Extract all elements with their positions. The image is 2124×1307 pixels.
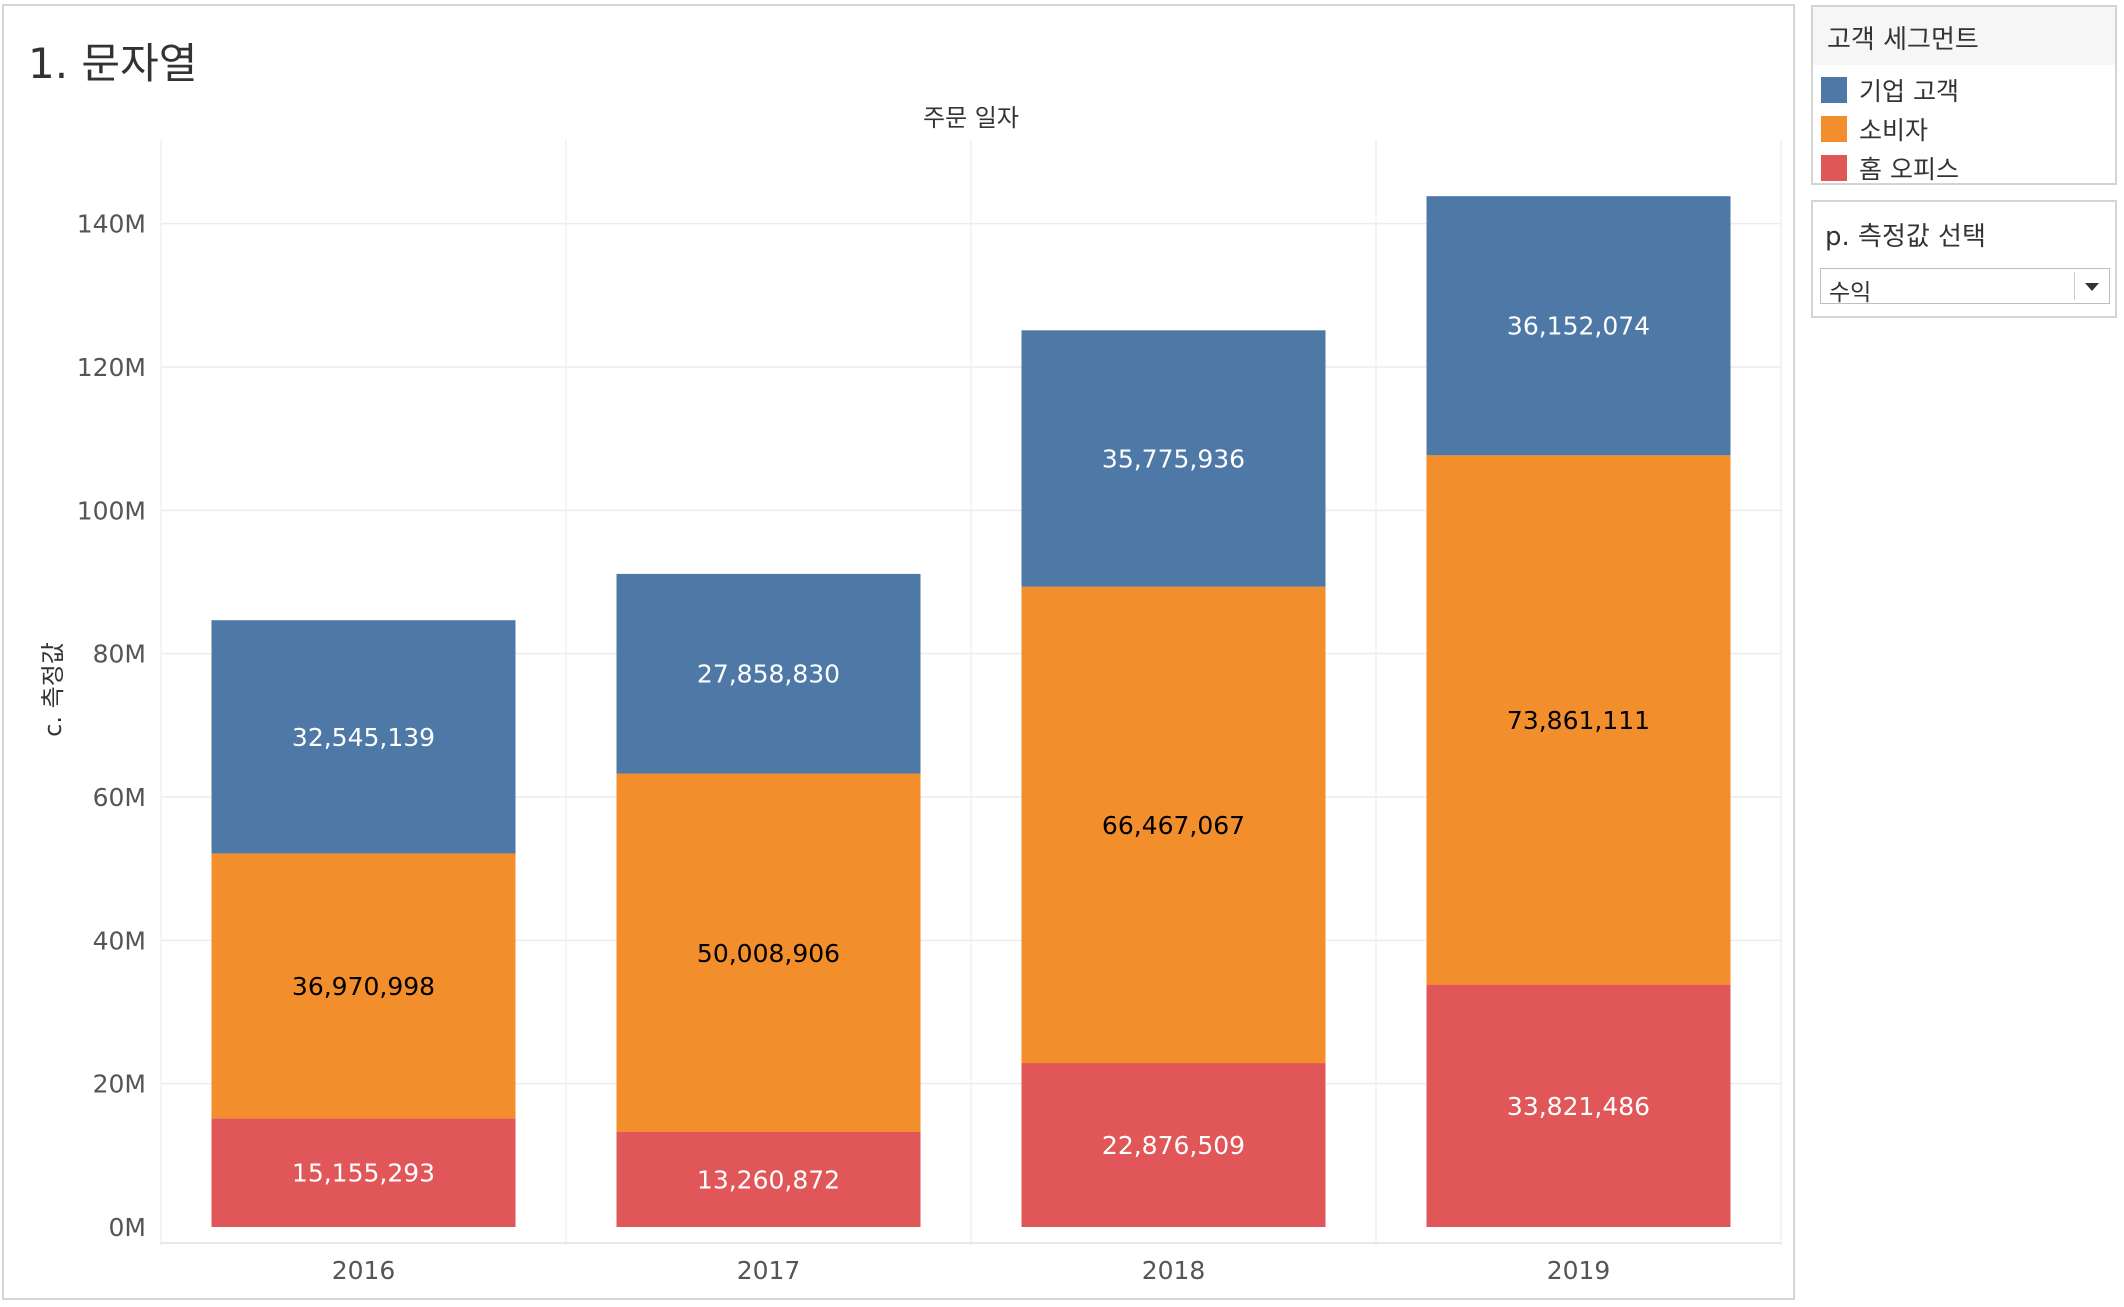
bar-segment bbox=[616, 773, 921, 1132]
x-tick-label: 2019 bbox=[1547, 1256, 1611, 1285]
legend-item-consumer[interactable]: 소비자 bbox=[1821, 111, 1928, 147]
data-label: 33,821,486 bbox=[1507, 1092, 1650, 1121]
y-tick-label: 60M bbox=[93, 783, 146, 812]
parameter-title: p. 측정값 선택 bbox=[1825, 222, 1986, 252]
data-label: 35,775,936 bbox=[1102, 445, 1245, 474]
bar-segment bbox=[1021, 586, 1326, 1064]
y-axis-title: c. 측정값 bbox=[39, 642, 67, 737]
parameter-panel: p. 측정값 선택 수익 bbox=[1811, 200, 2117, 318]
y-tick-label: 140M bbox=[77, 210, 146, 239]
y-tick-label: 20M bbox=[93, 1070, 146, 1099]
bar-segment bbox=[1426, 984, 1731, 1227]
data-label: 15,155,293 bbox=[292, 1159, 435, 1188]
measure-select-value: 수익 bbox=[1829, 280, 1872, 306]
y-tick-label: 100M bbox=[77, 496, 146, 525]
data-label: 32,545,139 bbox=[292, 723, 435, 752]
data-label: 13,260,872 bbox=[697, 1165, 840, 1194]
x-tick-label: 2016 bbox=[332, 1256, 396, 1285]
y-tick-label: 40M bbox=[93, 926, 146, 955]
bar-segment bbox=[211, 620, 516, 854]
chevron-down-icon[interactable] bbox=[2085, 283, 2099, 291]
bar-segment bbox=[1021, 330, 1326, 587]
x-axis-header-title: 주문 일자 bbox=[923, 104, 1019, 132]
data-label: 73,861,111 bbox=[1507, 706, 1650, 735]
bar-segment bbox=[211, 1118, 516, 1227]
data-label: 27,858,830 bbox=[697, 660, 840, 689]
bar-segment bbox=[616, 1131, 921, 1227]
legend-item-corporate[interactable]: 기업 고객 bbox=[1821, 72, 1959, 108]
x-tick-label: 2018 bbox=[1142, 1256, 1206, 1285]
data-label: 66,467,067 bbox=[1102, 811, 1245, 840]
bar-segment bbox=[211, 853, 516, 1119]
data-label: 50,008,906 bbox=[697, 939, 840, 968]
data-label: 22,876,509 bbox=[1102, 1131, 1245, 1160]
bar-segment bbox=[1426, 196, 1731, 456]
dropdown-divider bbox=[2074, 272, 2075, 300]
legend-swatch-corporate bbox=[1821, 77, 1847, 103]
x-tick-label: 2017 bbox=[737, 1256, 801, 1285]
legend-label-corporate: 기업 고객 bbox=[1859, 77, 1959, 106]
legend-title: 고객 세그먼트 bbox=[1813, 7, 2115, 65]
legend-panel: 고객 세그먼트 기업 고객 소비자 홈 오피스 bbox=[1811, 5, 2117, 185]
chart-svg: 0M 20M 40M 60M 80M 100M 120M 140M c. 측정값 주문 일자 15,… bbox=[39, 104, 1782, 1285]
y-tick-label: 0M bbox=[109, 1213, 146, 1242]
bar-segment bbox=[616, 573, 921, 774]
legend-label-consumer: 소비자 bbox=[1859, 116, 1929, 145]
measure-select-dropdown[interactable]: 수익 bbox=[1820, 268, 2110, 306]
legend-label-home-office: 홈 오피스 bbox=[1859, 155, 1959, 184]
legend-item-home-office[interactable]: 홈 오피스 bbox=[1821, 150, 1959, 186]
data-label: 36,152,074 bbox=[1507, 312, 1650, 341]
y-tick-label: 80M bbox=[93, 640, 146, 669]
legend-swatch-consumer bbox=[1821, 116, 1847, 142]
bar-segment bbox=[1021, 1063, 1326, 1227]
legend-swatch-home-office bbox=[1821, 155, 1847, 181]
bar-segment bbox=[1426, 455, 1731, 985]
sheet-title: 1. 문자열 bbox=[28, 39, 198, 88]
y-tick-label: 120M bbox=[77, 353, 146, 382]
chart-panel: 1. 문자열 0M 20M 40M 60M 80M 100M 120M 140M c. 측정값 주… bbox=[2, 4, 1795, 1300]
data-label: 36,970,998 bbox=[292, 972, 435, 1001]
